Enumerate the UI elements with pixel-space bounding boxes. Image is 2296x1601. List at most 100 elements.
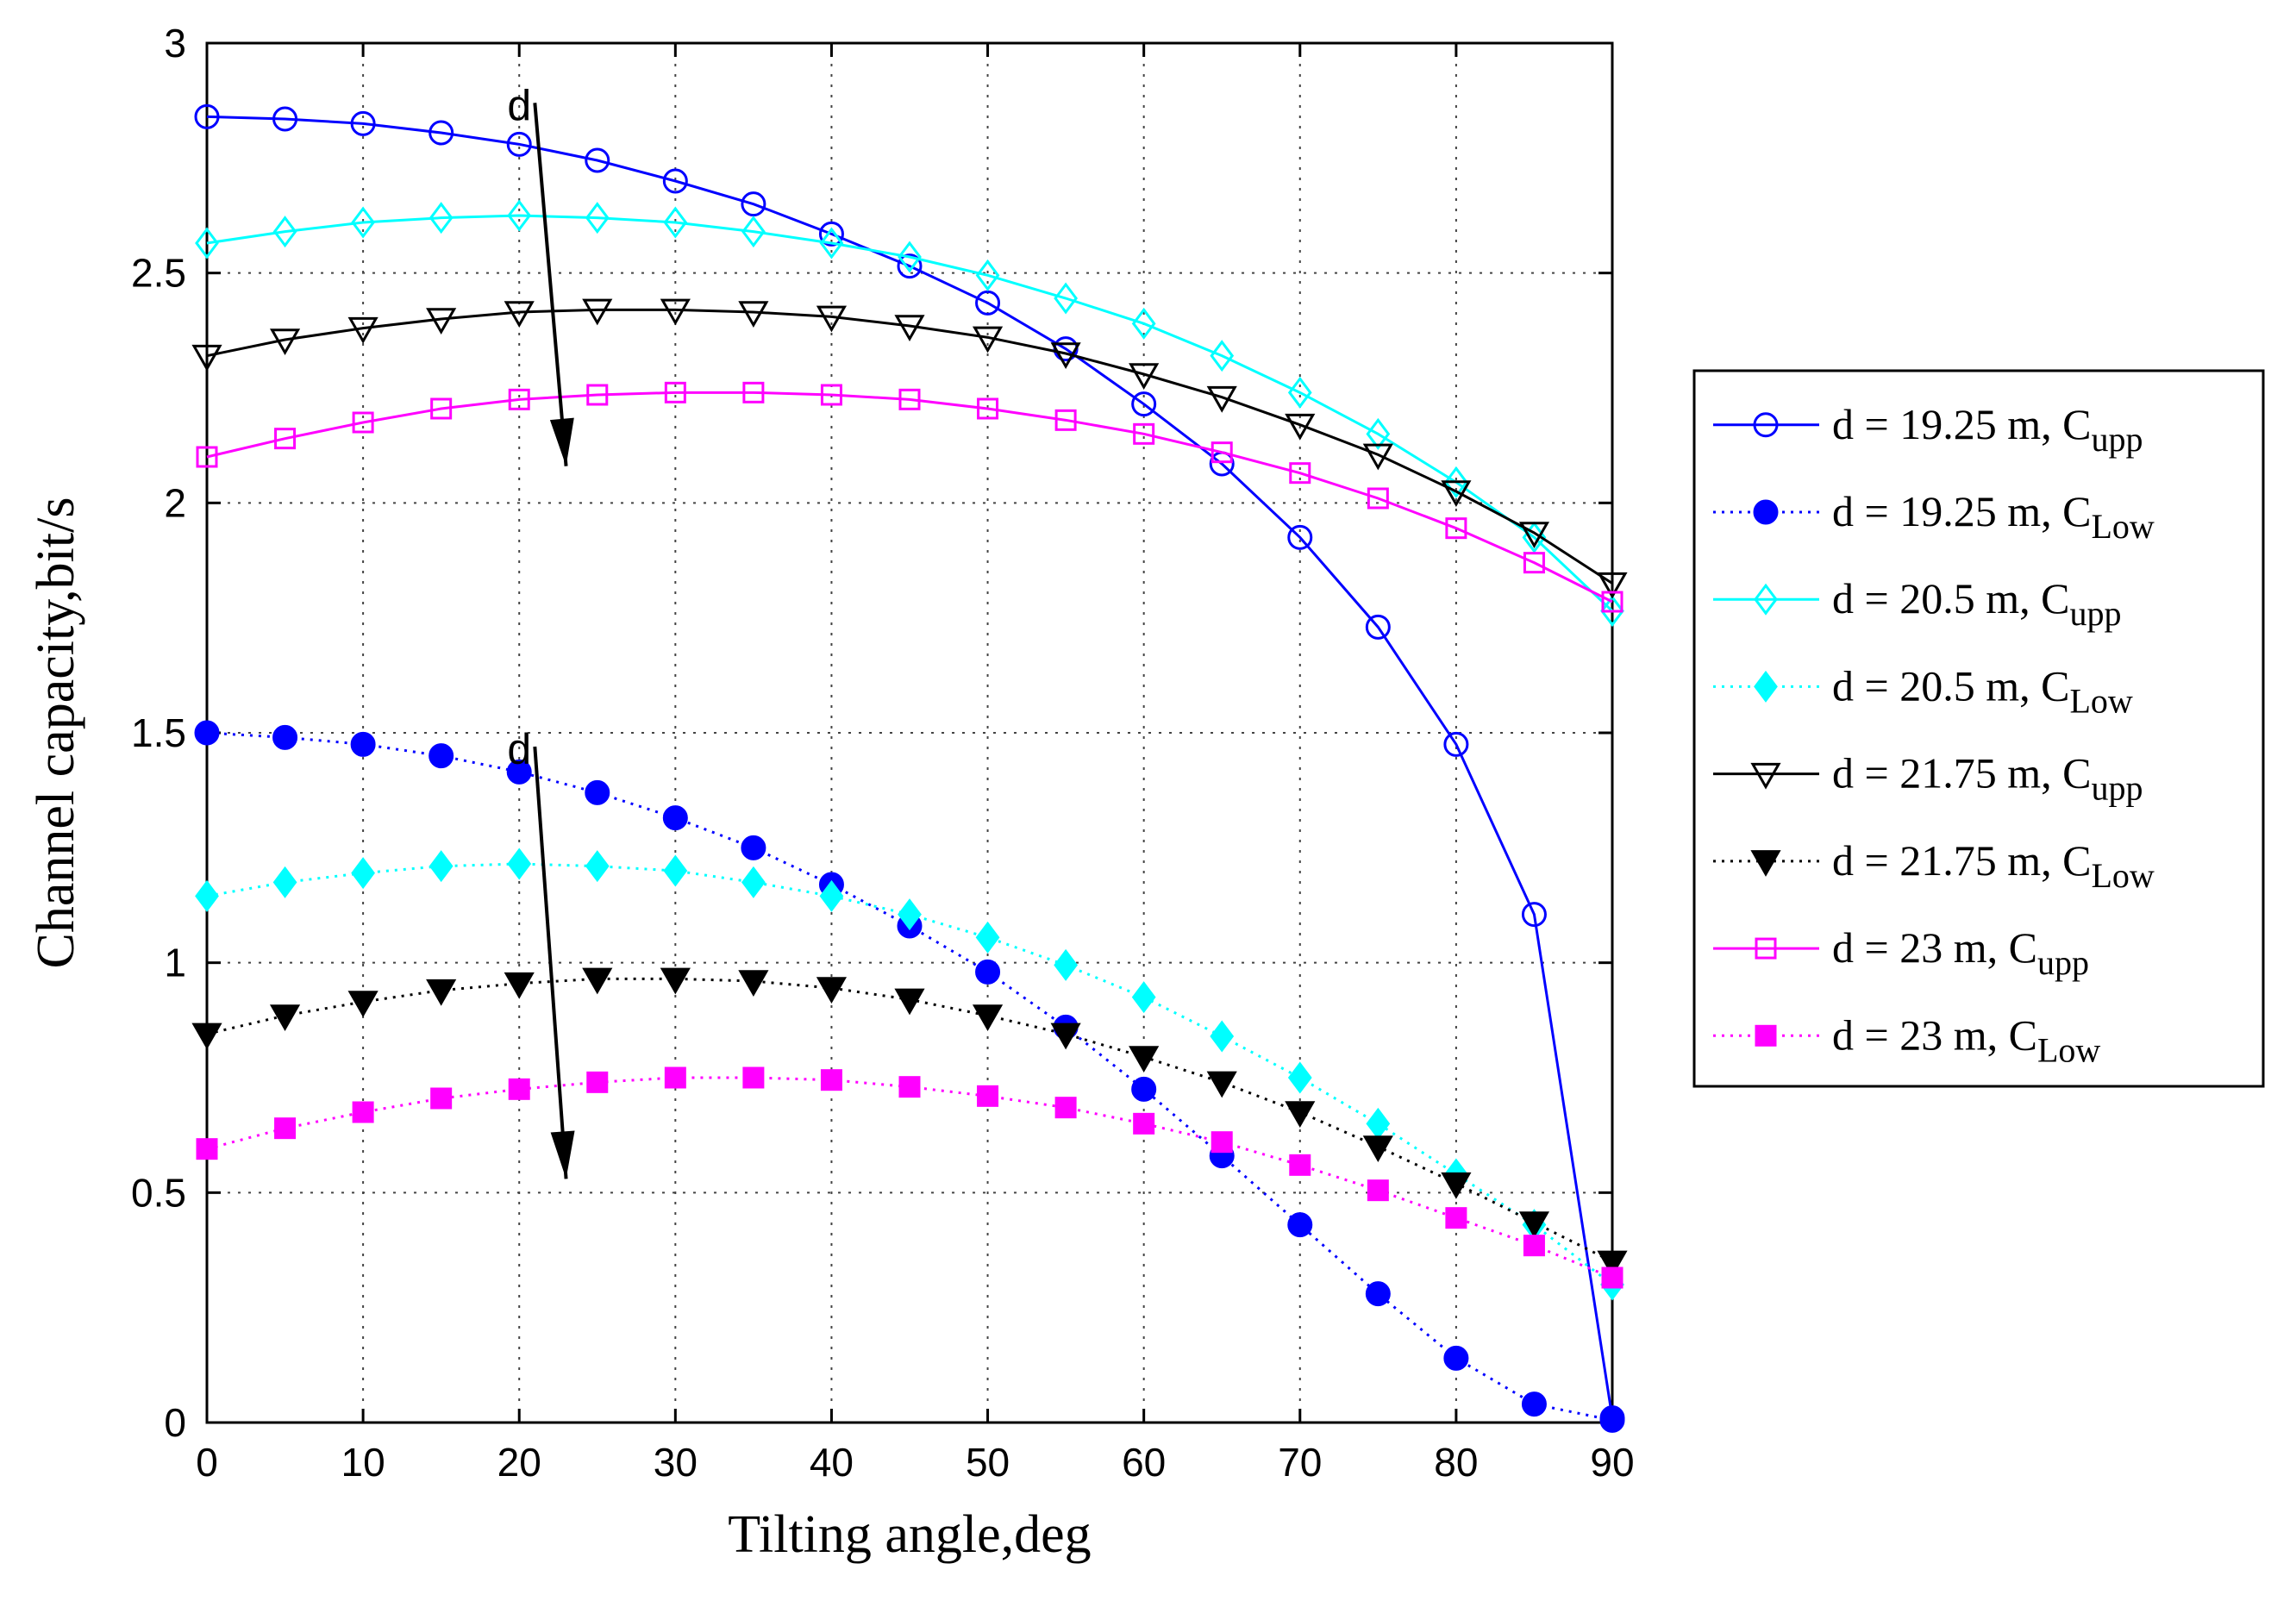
data-point	[1445, 517, 1467, 540]
series-line	[206, 391, 1613, 604]
data-point	[1129, 363, 1160, 391]
legend-marker	[1753, 499, 1779, 525]
data-point	[586, 384, 609, 406]
legend-label-main: d = 23 m, C	[1832, 923, 2037, 972]
data-point	[429, 850, 454, 883]
data-point	[1131, 391, 1157, 417]
data-point	[195, 879, 219, 912]
legend-marker	[1755, 1024, 1777, 1047]
legend-label-subscript: Low	[2091, 507, 2154, 546]
data-point	[430, 397, 453, 420]
data-point	[1054, 1097, 1077, 1119]
data-point	[347, 991, 378, 1018]
series-7	[196, 381, 1623, 613]
data-point	[1131, 1076, 1157, 1102]
data-point	[1210, 340, 1235, 372]
legend-label-main: d = 23 m, C	[1832, 1010, 2037, 1059]
data-point	[269, 328, 301, 356]
data-point	[191, 344, 222, 372]
legend-label-subscript: upp	[2091, 769, 2143, 808]
annotation-label: d	[507, 725, 531, 773]
x-tick-label: 10	[341, 1440, 385, 1485]
annotation-label: d	[507, 81, 531, 129]
legend-entry-4: d = 20.5 m, CLow	[1713, 661, 2133, 720]
annotation-2: d	[507, 725, 575, 1179]
data-point	[1523, 552, 1545, 574]
legend-marker	[1754, 670, 1778, 703]
data-point	[1444, 466, 1468, 498]
data-point	[272, 106, 298, 132]
data-point	[582, 298, 613, 326]
data-point	[507, 847, 532, 880]
legend-label-main: d = 21.75 m, C	[1832, 836, 2091, 885]
x-tick-label: 30	[654, 1440, 698, 1485]
data-point	[274, 1117, 297, 1140]
data-point	[1601, 591, 1623, 613]
data-point	[1521, 1391, 1547, 1417]
data-point	[585, 202, 610, 235]
data-point	[1366, 417, 1391, 450]
data-point	[429, 743, 454, 769]
data-point	[430, 1087, 453, 1110]
legend-entry-5: d = 21.75 m, Cupp	[1713, 749, 2143, 808]
legend-marker	[1750, 762, 1781, 790]
data-point	[506, 131, 532, 157]
series-8	[196, 1066, 1623, 1289]
data-point	[818, 221, 844, 247]
data-point	[894, 988, 925, 1016]
x-tick-label: 20	[497, 1440, 541, 1485]
data-point	[1211, 1131, 1233, 1154]
data-point	[660, 298, 691, 326]
data-point	[664, 1066, 686, 1089]
data-point	[741, 866, 766, 898]
legend-label-subscript: Low	[2037, 1030, 2100, 1069]
data-point	[351, 857, 375, 890]
annotation-arrowhead	[550, 1130, 575, 1179]
x-tick-label: 60	[1122, 1440, 1166, 1485]
data-point	[663, 206, 688, 239]
data-point	[269, 1004, 301, 1032]
data-point	[738, 301, 769, 328]
data-point	[1518, 1211, 1550, 1239]
data-point	[1443, 1345, 1469, 1371]
data-point	[1362, 443, 1393, 471]
data-point	[351, 206, 375, 239]
data-point	[1129, 1046, 1160, 1073]
series-2	[194, 720, 1625, 1433]
data-point	[1523, 1235, 1545, 1257]
y-tick-label: 2	[164, 480, 186, 525]
data-point	[977, 397, 999, 420]
data-point	[195, 227, 219, 260]
legend-label: d = 21.75 m, CLow	[1832, 836, 2155, 895]
legend-label-subscript: upp	[2091, 420, 2143, 459]
legend-label-main: d = 20.5 m, C	[1832, 661, 2069, 710]
y-tick-label: 3	[164, 21, 186, 66]
data-point	[586, 1071, 609, 1093]
data-point	[819, 227, 844, 260]
data-point	[742, 381, 765, 403]
legend-label: d = 23 m, CLow	[1832, 1010, 2100, 1069]
data-point	[975, 921, 1000, 954]
data-point	[506, 759, 532, 785]
y-tick-label: 0	[164, 1400, 186, 1445]
legend-label: d = 21.75 m, Cupp	[1832, 749, 2143, 808]
data-point	[1365, 1281, 1391, 1307]
data-point	[738, 970, 769, 997]
data-point	[1289, 1154, 1311, 1176]
legend-label: d = 19.25 m, CLow	[1832, 487, 2155, 546]
legend-label-subscript: Low	[2069, 681, 2132, 720]
legend-entry-2: d = 19.25 m, CLow	[1713, 487, 2155, 546]
data-point	[1362, 1135, 1393, 1163]
legend-marker	[1755, 937, 1777, 960]
data-point	[1601, 1266, 1623, 1289]
data-point	[352, 1101, 374, 1123]
data-point	[972, 326, 1004, 353]
data-point	[820, 384, 842, 406]
legend-label: d = 20.5 m, Cupp	[1832, 574, 2121, 633]
data-point	[662, 168, 688, 194]
data-point	[585, 147, 610, 173]
data-point	[816, 977, 848, 1004]
data-point	[194, 720, 220, 746]
